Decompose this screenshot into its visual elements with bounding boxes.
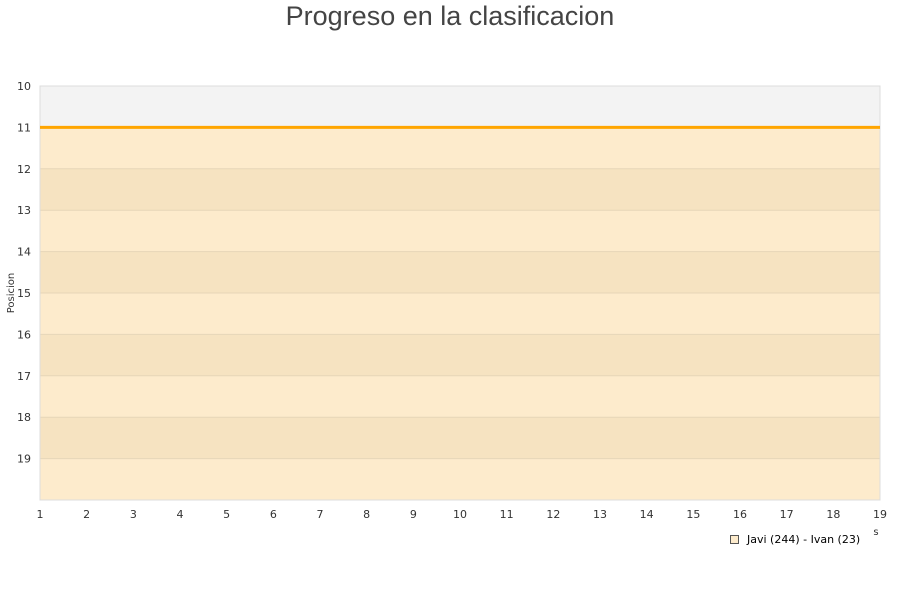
x-tick-label: 15 xyxy=(686,508,700,521)
x-tick-label: 10 xyxy=(453,508,467,521)
y-tick-label: 13 xyxy=(17,204,31,217)
y-tick-label: 18 xyxy=(17,411,31,424)
y-tick-label: 12 xyxy=(17,163,31,176)
x-tick-label: 5 xyxy=(223,508,230,521)
x-tick-label: 13 xyxy=(593,508,607,521)
legend-swatch xyxy=(730,535,739,544)
x-tick-label: 11 xyxy=(500,508,514,521)
grid-band xyxy=(40,251,880,293)
x-tick-label: 6 xyxy=(270,508,277,521)
y-tick-label: 17 xyxy=(17,370,31,383)
plot-border xyxy=(39,85,881,501)
legend-label: Javi (244) - Ivan (23) xyxy=(747,533,861,546)
x-tick-label: 17 xyxy=(780,508,794,521)
x-tick-label: 14 xyxy=(640,508,654,521)
y-tick-label: 10 xyxy=(17,80,31,93)
x-tick-label: 3 xyxy=(130,508,137,521)
grid-band xyxy=(40,417,880,459)
legend: Javi (244) - Ivan (23) xyxy=(730,533,860,546)
grid-band xyxy=(40,168,880,211)
y-tick-label: 15 xyxy=(17,287,31,300)
chart-title: Progreso en la clasificacion xyxy=(285,1,615,31)
x-tick-label: 19 xyxy=(873,508,887,521)
x-tick-label: 16 xyxy=(733,508,747,521)
x-tick-label: 8 xyxy=(363,508,370,521)
y-tick-label: 16 xyxy=(17,328,31,341)
series-area xyxy=(40,127,880,501)
x-tick-label: 4 xyxy=(177,508,184,521)
grid-band xyxy=(40,334,880,376)
x-tick-label: 1 xyxy=(37,508,44,521)
x-tick-label: 18 xyxy=(826,508,840,521)
x-tick-label: 9 xyxy=(410,508,417,521)
x-tick-label: 2 xyxy=(83,508,90,521)
x-tick-label: 7 xyxy=(317,508,324,521)
y-axis-label: Posicion xyxy=(6,273,17,314)
x-axis-label: s xyxy=(873,527,878,538)
y-tick-label: 14 xyxy=(17,246,31,259)
y-tick-label: 11 xyxy=(17,121,31,134)
x-tick-label: 12 xyxy=(546,508,560,521)
y-tick-label: 19 xyxy=(17,453,31,466)
